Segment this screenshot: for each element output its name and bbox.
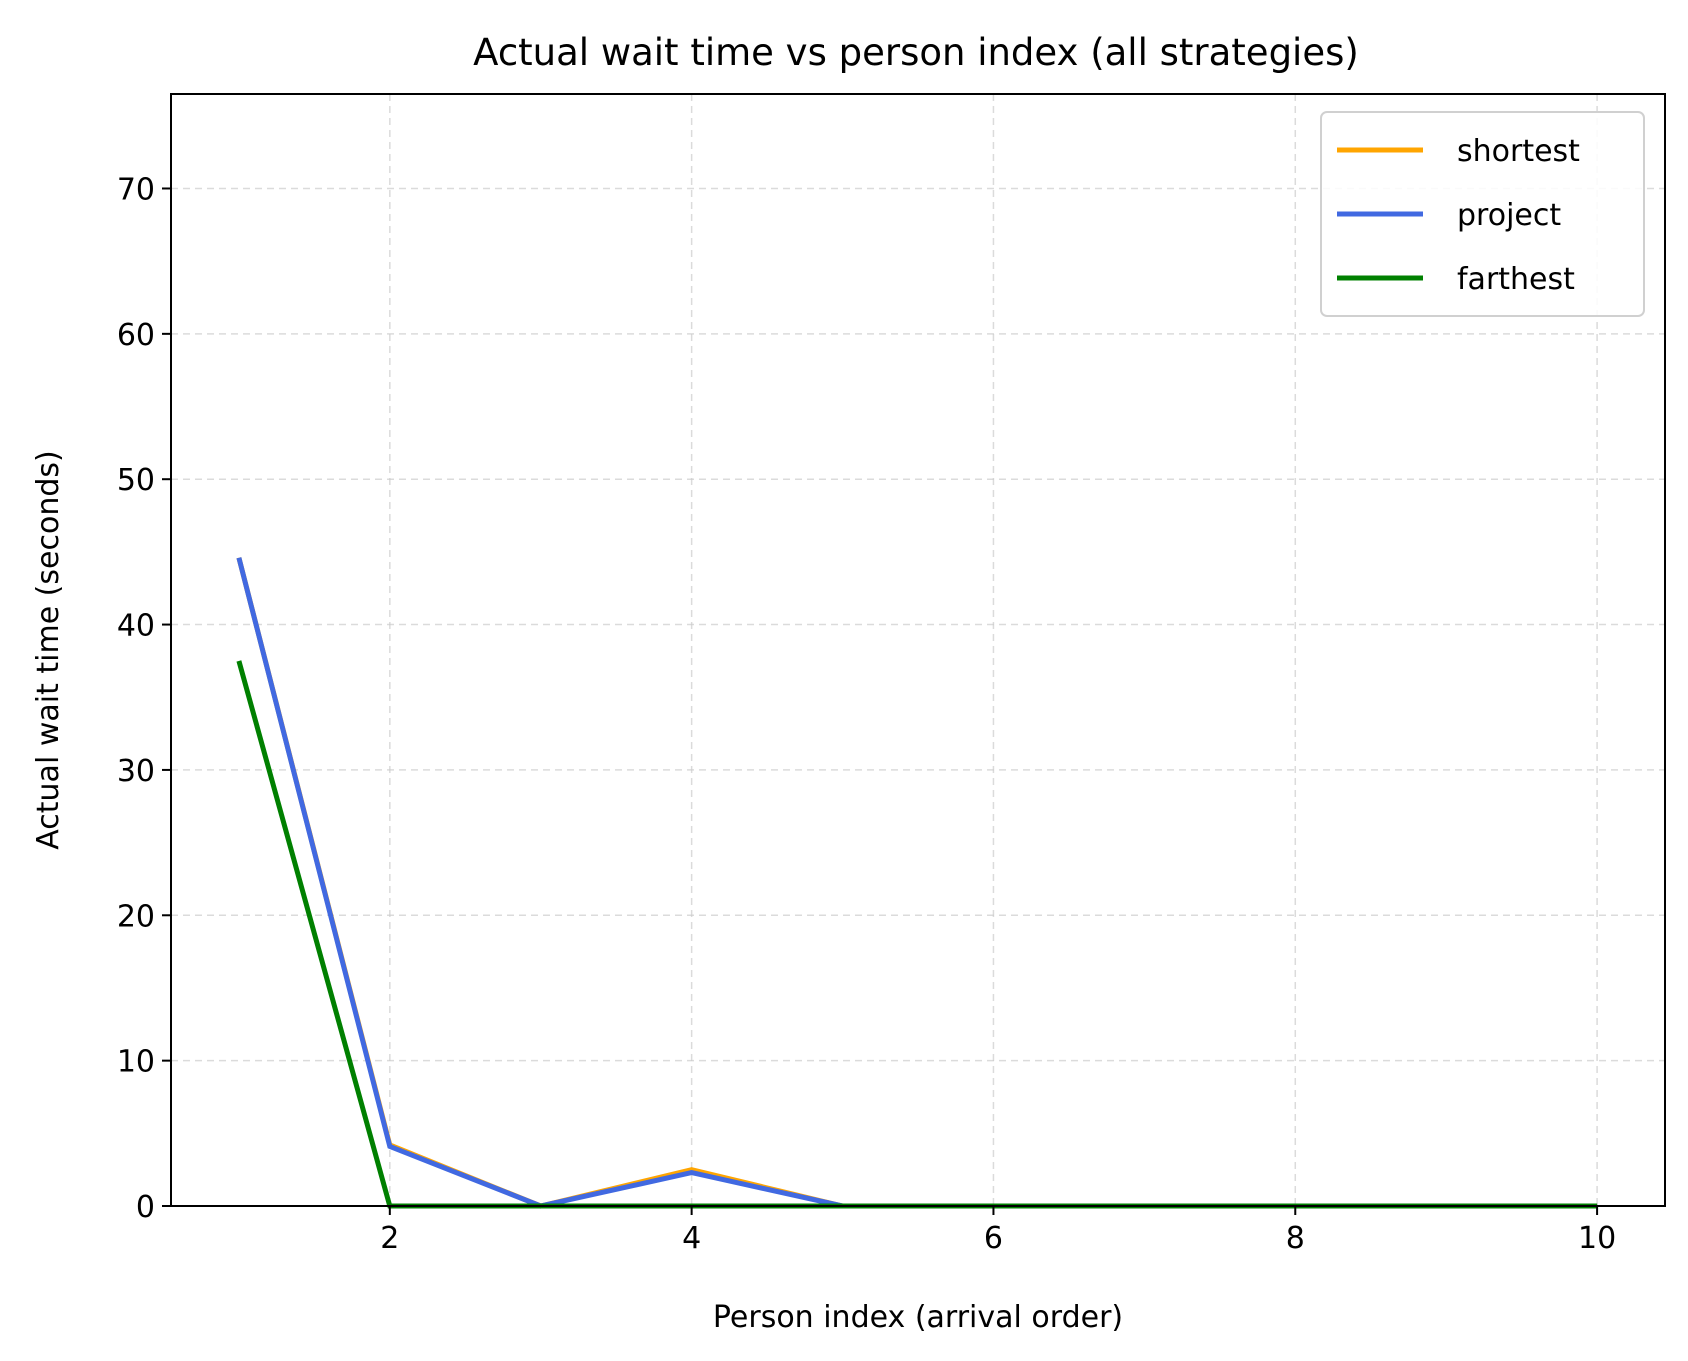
- legend-label-farthest: farthest: [1457, 262, 1575, 297]
- plot-frame: [170, 93, 1666, 1207]
- x-axis-ticks: 2 4 6 8 10: [380, 1206, 1616, 1256]
- y-tick-label: 10: [117, 1045, 155, 1080]
- legend-box: [1320, 111, 1645, 317]
- chart-title: Actual wait time vs person index (all st…: [473, 31, 1359, 74]
- x-tick-label: 10: [1578, 1221, 1616, 1256]
- x-tick-label: 4: [682, 1221, 701, 1256]
- y-tick-label: 70: [117, 172, 155, 207]
- y-tick-label: 0: [136, 1190, 155, 1225]
- y-axis-ticks: 0 10 20 30 40 50 60 70: [117, 172, 171, 1225]
- legend: shortest project farthest: [1320, 111, 1645, 317]
- y-tick-label: 30: [117, 754, 155, 789]
- y-axis-label: Actual wait time (seconds): [31, 450, 66, 849]
- x-axis-label: Person index (arrival order): [713, 1300, 1123, 1335]
- y-tick-label: 20: [117, 899, 155, 934]
- y-tick-label: 40: [117, 609, 155, 644]
- grid-lines: [171, 94, 1665, 1207]
- legend-label-shortest: shortest: [1457, 134, 1580, 169]
- x-tick-label: 2: [380, 1221, 399, 1256]
- legend-label-project: project: [1457, 198, 1561, 233]
- x-tick-label: 8: [1286, 1221, 1305, 1256]
- y-tick-label: 60: [117, 318, 155, 353]
- x-tick-label: 6: [984, 1221, 1003, 1256]
- y-tick-label: 50: [117, 463, 155, 498]
